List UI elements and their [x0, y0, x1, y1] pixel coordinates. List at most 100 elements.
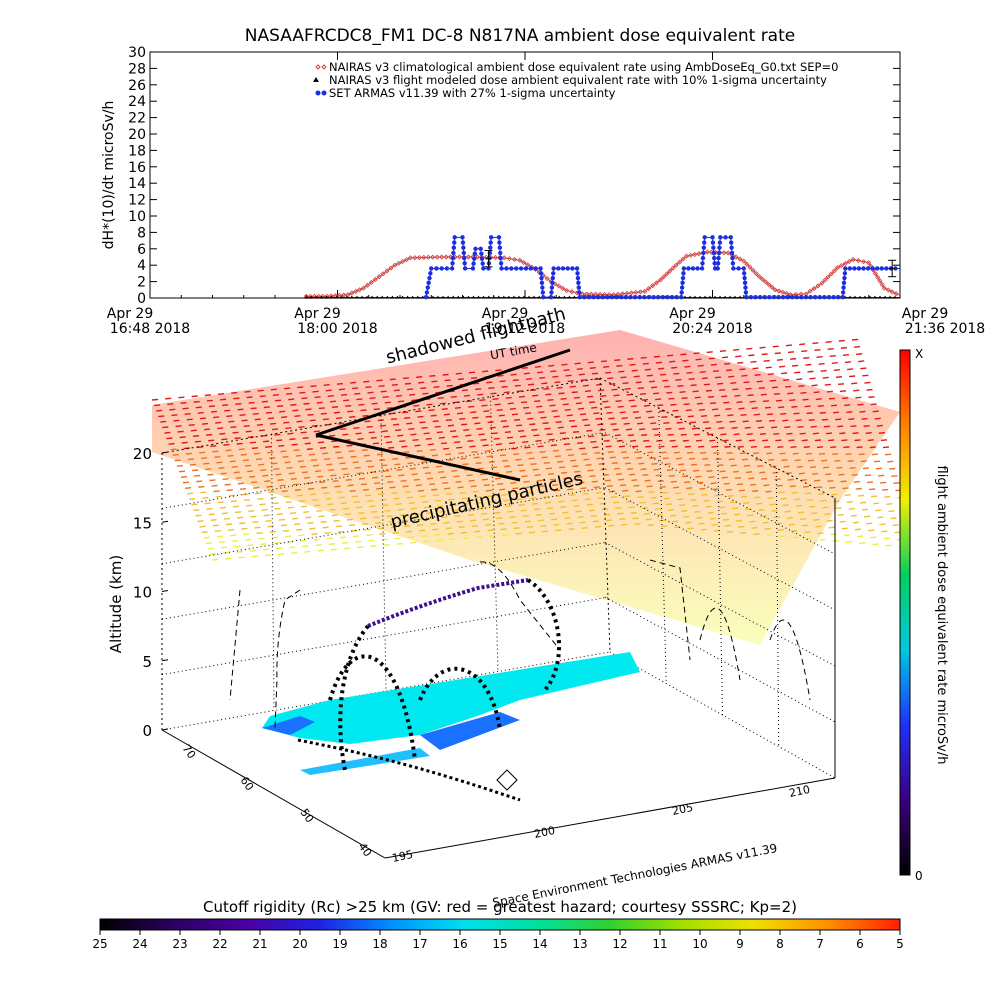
particle-mark — [772, 345, 779, 348]
particle-mark — [510, 481, 517, 484]
particle-mark — [433, 385, 440, 388]
error-bar — [888, 259, 897, 278]
particle-mark — [825, 432, 833, 435]
particle-mark — [470, 411, 477, 414]
particle-mark — [517, 464, 524, 467]
particle-mark — [382, 504, 389, 507]
series-marker — [423, 294, 429, 300]
particle-mark — [248, 401, 255, 404]
particle-mark — [294, 414, 301, 417]
series-marker — [349, 295, 354, 299]
particle-mark — [628, 399, 635, 402]
particle-mark — [439, 510, 446, 513]
particle-mark — [330, 548, 337, 551]
particle-mark — [417, 415, 424, 418]
particle-mark — [734, 394, 741, 397]
particle-mark — [642, 362, 649, 365]
particle-mark — [844, 404, 851, 407]
series-marker — [541, 294, 546, 300]
particle-mark — [700, 414, 708, 417]
series-marker — [670, 265, 676, 271]
particle-mark — [768, 458, 775, 461]
series-marker — [728, 240, 734, 245]
particle-mark — [573, 504, 580, 507]
particle-mark — [745, 508, 752, 511]
particle-mark — [302, 545, 309, 548]
particle-mark — [622, 456, 630, 459]
particle-mark — [818, 362, 825, 365]
particle-mark — [666, 469, 673, 471]
particle-mark — [429, 374, 436, 377]
particle-mark — [511, 521, 518, 524]
particle-mark — [194, 440, 202, 443]
particle-mark — [317, 475, 324, 478]
particle-mark — [337, 530, 344, 533]
particle-mark — [737, 445, 744, 448]
particle-mark — [443, 413, 450, 416]
particle-mark — [824, 383, 831, 386]
particle-mark — [386, 515, 393, 518]
particle-mark — [784, 426, 791, 429]
particle-mark — [204, 394, 211, 397]
series-marker — [450, 255, 456, 261]
particle-mark — [203, 536, 210, 539]
particle-mark — [407, 388, 414, 391]
particle-mark — [727, 495, 734, 498]
particle-mark — [816, 486, 823, 489]
series-marker — [364, 282, 371, 288]
series-marker — [681, 271, 686, 276]
particle-mark — [428, 483, 436, 486]
particle-mark — [841, 527, 848, 530]
particle-mark — [644, 368, 651, 371]
particle-mark — [608, 417, 615, 420]
particle-mark — [311, 424, 318, 427]
particle-mark — [331, 406, 339, 409]
particle-mark — [795, 419, 802, 422]
particle-mark — [681, 397, 688, 400]
particle-mark — [283, 421, 290, 424]
series-marker — [429, 266, 434, 271]
particle-mark — [880, 439, 888, 442]
particle-mark — [740, 531, 747, 534]
particle-mark — [828, 439, 835, 442]
series-marker — [444, 266, 450, 271]
particle-mark — [743, 501, 750, 504]
particle-mark — [428, 409, 435, 412]
particle-mark — [255, 492, 262, 495]
particle-mark — [426, 511, 433, 514]
series-marker — [384, 268, 390, 274]
particle-mark — [499, 380, 506, 383]
particle-mark — [299, 391, 306, 394]
cutoff-tick-label: 23 — [172, 937, 187, 951]
series-marker — [852, 266, 857, 271]
particle-mark — [694, 396, 701, 399]
particle-mark — [485, 415, 492, 418]
particle-mark — [272, 394, 280, 397]
series-marker — [868, 295, 872, 299]
particle-mark — [461, 497, 468, 500]
particle-mark — [493, 437, 500, 440]
particle-mark — [411, 473, 418, 476]
particle-mark — [327, 395, 334, 398]
flight-track-high — [367, 578, 529, 628]
particle-mark — [187, 458, 195, 461]
particle-mark — [278, 518, 285, 521]
particle-mark — [787, 392, 794, 395]
particle-mark — [171, 414, 178, 417]
series-marker — [877, 278, 883, 284]
particle-mark — [184, 412, 191, 415]
series-marker — [575, 271, 580, 276]
particle-mark — [868, 529, 875, 532]
particle-mark — [206, 399, 213, 402]
particle-mark — [369, 505, 376, 508]
particle-mark — [502, 425, 509, 428]
particle-mark — [197, 411, 204, 414]
y-tick-label: 20 — [128, 127, 146, 143]
particle-mark — [660, 451, 667, 454]
particle-mark — [225, 557, 232, 560]
particle-mark — [289, 438, 296, 441]
series-marker — [357, 287, 363, 293]
particle-mark — [231, 391, 238, 394]
particle-mark — [354, 392, 361, 395]
